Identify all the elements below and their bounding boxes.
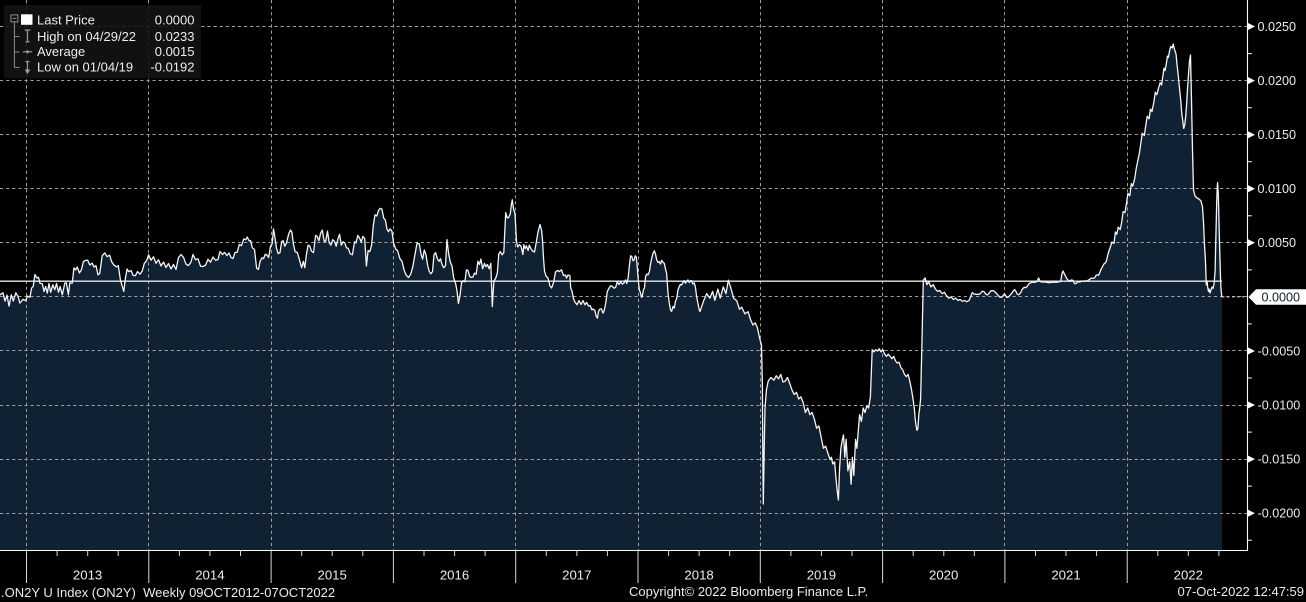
svg-text:2016: 2016 [440,568,469,583]
svg-text:Last Price: Last Price [37,12,95,27]
svg-text:07-Oct-2022 12:47:59: 07-Oct-2022 12:47:59 [1178,584,1304,599]
svg-text:.ON2Y U Index (ON2Y) Weekly 0: .ON2Y U Index (ON2Y) Weekly 09OCT2012-07… [1,585,335,600]
svg-text:2013: 2013 [73,568,102,583]
svg-text:0.0000: 0.0000 [1262,291,1301,305]
svg-text:2020: 2020 [929,568,958,583]
svg-text:0.0100: 0.0100 [1258,182,1297,196]
svg-text:0.0200: 0.0200 [1258,74,1297,88]
svg-text:Average: Average [37,44,85,59]
svg-text:2015: 2015 [318,568,347,583]
svg-text:-0.0200: -0.0200 [1258,507,1301,521]
svg-text:-0.0100: -0.0100 [1258,398,1301,412]
svg-text:-0.0192: -0.0192 [150,60,194,75]
svg-text:0.0000: 0.0000 [155,12,195,27]
svg-text:2018: 2018 [684,568,713,583]
svg-text:2017: 2017 [562,568,591,583]
svg-text:0.0233: 0.0233 [155,29,195,44]
svg-text:-0.0050: -0.0050 [1258,344,1301,358]
svg-text:2014: 2014 [195,568,224,583]
svg-text:Copyright© 2022 Bloomberg Fina: Copyright© 2022 Bloomberg Finance L.P. [629,584,868,599]
svg-text:Low on 01/04/19: Low on 01/04/19 [37,60,133,75]
svg-text:0.0250: 0.0250 [1258,20,1297,34]
svg-text:0.0050: 0.0050 [1258,236,1297,250]
svg-text:High on 04/29/22: High on 04/29/22 [37,29,136,44]
svg-text:-0.0150: -0.0150 [1258,453,1301,467]
svg-text:2022: 2022 [1174,568,1203,583]
svg-text:0.0015: 0.0015 [155,44,195,59]
svg-text:2019: 2019 [807,568,836,583]
svg-text:2021: 2021 [1051,568,1080,583]
svg-text:0.0150: 0.0150 [1258,128,1297,142]
